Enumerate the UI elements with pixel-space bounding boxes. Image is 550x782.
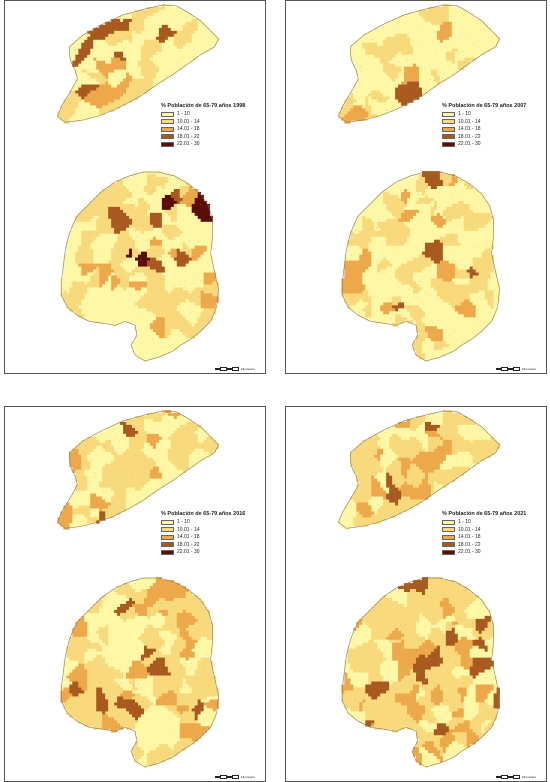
swatch: [442, 141, 455, 147]
legend-row: 18.01 - 22: [442, 134, 526, 140]
scale-label: Kilometers: [521, 367, 536, 371]
choropleth-1998: [57, 3, 219, 363]
legend-2016: % Población de 65-79 años 2016 1 - 10 10…: [161, 511, 245, 557]
legend-row: 18.01 - 22: [442, 542, 526, 548]
scale-bar: Kilometers: [495, 367, 536, 371]
legend-row: 14.01 - 18: [442, 126, 526, 132]
legend-title: % Población de 65-79 años 2021: [442, 511, 527, 517]
legend-label: 14.01 - 18: [458, 126, 481, 133]
legend-row: 1 - 10: [442, 519, 526, 525]
swatch: [161, 542, 174, 548]
swatch: [442, 534, 455, 540]
legend-title: % Población de 65-79 años 2016: [161, 511, 246, 517]
legend-row: 10.01 - 14: [161, 119, 245, 125]
map-panel-2016: % Población de 65-79 años 2016 1 - 10 10…: [4, 406, 266, 782]
legend-2007: % Población de 65-79 años 2007 1 - 10 10…: [442, 103, 526, 149]
legend-1998: % Población de 65-79 años 1998 1 - 10 10…: [161, 103, 245, 149]
map-panel-1998: % Población de 65-79 años 1998 1 - 10 10…: [4, 0, 266, 374]
legend-row: 22.01 - 30: [161, 141, 245, 147]
legend-label: 1 - 10: [458, 519, 471, 525]
legend-label: 14.01 - 18: [177, 534, 200, 541]
legend-label: 1 - 10: [458, 111, 471, 117]
swatch: [161, 134, 174, 140]
legend-title: % Población de 65-79 años 2007: [442, 103, 527, 109]
choropleth-2016: [57, 409, 219, 769]
legend-label: 22.01 - 30: [177, 549, 200, 556]
swatch: [442, 549, 455, 555]
legend-row: 18.01 - 22: [161, 134, 245, 140]
legend-label: 18.01 - 22: [458, 133, 481, 140]
swatch: [442, 542, 455, 548]
legend-row: 1 - 10: [161, 519, 245, 525]
legend-row: 22.01 - 30: [442, 549, 526, 555]
scale-bar: Kilometers: [214, 367, 255, 371]
legend-label: 10.01 - 14: [458, 118, 481, 125]
swatch: [161, 519, 174, 525]
scale-label: Kilometers: [240, 775, 255, 779]
legend-label: 14.01 - 18: [177, 126, 200, 133]
swatch: [442, 519, 455, 525]
region-outline-south: [342, 171, 500, 362]
legend-row: 14.01 - 18: [161, 126, 245, 132]
legend-label: 22.01 - 30: [177, 141, 200, 148]
legend-label: 18.01 - 22: [177, 541, 200, 548]
legend-label: 22.01 - 30: [458, 549, 481, 556]
swatch: [442, 134, 455, 140]
legend-row: 10.01 - 14: [442, 119, 526, 125]
legend-label: 1 - 10: [177, 111, 190, 117]
region-outline-north: [338, 4, 500, 123]
scale-bar: Kilometers: [214, 775, 255, 779]
legend-row: 1 - 10: [442, 111, 526, 117]
swatch: [442, 119, 455, 125]
choropleth-2021: [338, 409, 500, 769]
region-outline-north: [57, 410, 219, 529]
swatch: [161, 141, 174, 147]
swatch: [161, 534, 174, 540]
legend-label: 22.01 - 30: [458, 141, 481, 148]
swatch: [161, 119, 174, 125]
legend-label: 14.01 - 18: [458, 534, 481, 541]
legend-row: 1 - 10: [161, 111, 245, 117]
swatch: [161, 527, 174, 533]
swatch: [442, 527, 455, 533]
region-outline-south: [342, 577, 500, 768]
legend-row: 22.01 - 30: [161, 549, 245, 555]
legend-label: 10.01 - 14: [177, 526, 200, 533]
region-outline-south: [61, 577, 219, 768]
legend-2021: % Población de 65-79 años 2021 1 - 10 10…: [442, 511, 526, 557]
swatch: [161, 126, 174, 132]
legend-label: 10.01 - 14: [177, 118, 200, 125]
legend-label: 1 - 10: [177, 519, 190, 525]
legend-label: 10.01 - 14: [458, 526, 481, 533]
legend-label: 18.01 - 22: [458, 541, 481, 548]
scale-bar: Kilometers: [495, 775, 536, 779]
region-outline-north: [57, 4, 219, 123]
swatch: [161, 549, 174, 555]
legend-row: 10.01 - 14: [442, 527, 526, 533]
region-outline-south: [61, 171, 219, 362]
swatch: [442, 126, 455, 132]
map-panel-2021: % Población de 65-79 años 2021 1 - 10 10…: [285, 406, 547, 782]
scale-label: Kilometers: [521, 775, 536, 779]
swatch: [161, 111, 174, 117]
legend-row: 10.01 - 14: [161, 527, 245, 533]
legend-label: 18.01 - 22: [177, 133, 200, 140]
legend-row: 22.01 - 30: [442, 141, 526, 147]
legend-row: 18.01 - 22: [161, 542, 245, 548]
region-outline-north: [338, 410, 500, 529]
legend-title: % Población de 65-79 años 1998: [161, 103, 246, 109]
legend-row: 14.01 - 18: [161, 534, 245, 540]
legend-row: 14.01 - 18: [442, 534, 526, 540]
scale-label: Kilometers: [240, 367, 255, 371]
choropleth-2007: [338, 3, 500, 363]
map-panel-2007: % Población de 65-79 años 2007 1 - 10 10…: [285, 0, 547, 374]
swatch: [442, 111, 455, 117]
